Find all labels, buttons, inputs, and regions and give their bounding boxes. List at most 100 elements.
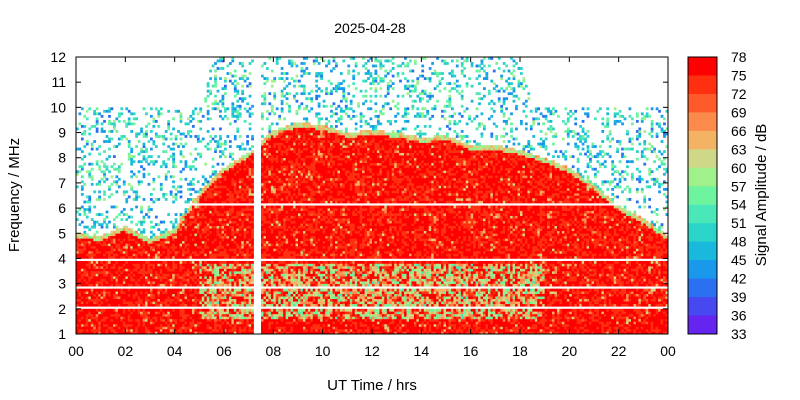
heatmap-cell: [185, 243, 188, 246]
heatmap-cell: [207, 261, 210, 264]
heatmap-cell: [143, 173, 146, 176]
heatmap-cell: [157, 291, 160, 294]
heatmap-cell: [130, 274, 133, 277]
heatmap-cell: [189, 321, 192, 324]
heatmap-cell: [167, 274, 170, 277]
heatmap-cell: [135, 274, 138, 277]
heatmap-cell: [281, 170, 284, 173]
heatmap-cell: [150, 289, 153, 292]
heatmap-cell: [145, 158, 148, 161]
heatmap-cell: [83, 276, 86, 279]
heatmap-cell: [130, 324, 133, 327]
heatmap-cell: [96, 160, 99, 163]
heatmap-cell: [172, 309, 175, 312]
heatmap-cell: [115, 299, 118, 302]
heatmap-cell: [249, 148, 252, 151]
heatmap-cell: [266, 316, 269, 319]
heatmap-cell: [226, 314, 229, 317]
heatmap-cell: [101, 319, 104, 322]
heatmap-cell: [209, 188, 212, 191]
heatmap-cell: [86, 284, 89, 287]
heatmap-cell: [148, 163, 151, 166]
heatmap-cell: [197, 246, 200, 249]
heatmap-cell: [273, 150, 276, 153]
heatmap-cell: [207, 279, 210, 282]
heatmap-cell: [197, 120, 200, 123]
heatmap-cell: [197, 206, 200, 209]
heatmap-cell: [155, 223, 158, 226]
heatmap-cell: [170, 311, 173, 314]
heatmap-cell: [111, 289, 114, 292]
heatmap-cell: [187, 201, 190, 204]
heatmap-cell: [236, 211, 239, 214]
heatmap-cell: [172, 251, 175, 254]
heatmap-cell: [165, 299, 168, 302]
heatmap-cell: [263, 228, 266, 231]
heatmap-cell: [187, 246, 190, 249]
heatmap-cell: [177, 284, 180, 287]
heatmap-cell: [222, 208, 225, 211]
heatmap-cell: [204, 291, 207, 294]
heatmap-cell: [133, 314, 136, 317]
heatmap-cell: [214, 221, 217, 224]
heatmap-cell: [217, 221, 220, 224]
heatmap-cell: [239, 170, 242, 173]
heatmap-cell: [140, 243, 143, 246]
heatmap-cell: [278, 143, 281, 146]
heatmap-cell: [128, 238, 131, 241]
heatmap-cell: [165, 266, 168, 269]
heatmap-cell: [93, 251, 96, 254]
heatmap-cell: [98, 301, 101, 304]
heatmap-cell: [271, 145, 274, 148]
heatmap-cell: [128, 261, 131, 264]
heatmap-cell: [222, 294, 225, 297]
heatmap-cell: [185, 213, 188, 216]
heatmap-cell: [229, 316, 232, 319]
heatmap-cell: [217, 248, 220, 251]
heatmap-cell: [263, 138, 266, 141]
heatmap-cell: [276, 238, 279, 241]
heatmap-cell: [204, 180, 207, 183]
heatmap-cell: [271, 110, 274, 113]
heatmap-cell: [231, 223, 234, 226]
heatmap-cell: [207, 253, 210, 256]
heatmap-cell: [130, 284, 133, 287]
heatmap-cell: [86, 266, 89, 269]
heatmap-cell: [283, 211, 286, 214]
heatmap-cell: [155, 107, 158, 110]
heatmap-cell: [226, 175, 229, 178]
heatmap-cell: [219, 196, 222, 199]
heatmap-cell: [234, 274, 237, 277]
heatmap-cell: [167, 145, 170, 148]
heatmap-cell: [165, 261, 168, 264]
heatmap-cell: [214, 85, 217, 88]
heatmap-cell: [276, 316, 279, 319]
heatmap-cell: [140, 130, 143, 133]
heatmap-cell: [286, 314, 289, 317]
heatmap-cell: [229, 291, 232, 294]
heatmap-cell: [93, 226, 96, 229]
heatmap-cell: [175, 135, 178, 138]
heatmap-cell: [219, 274, 222, 277]
heatmap-cell: [214, 238, 217, 241]
heatmap-cell: [249, 115, 252, 118]
heatmap-cell: [135, 281, 138, 284]
heatmap-cell: [187, 133, 190, 136]
heatmap-cell: [199, 226, 202, 229]
heatmap-cell: [199, 326, 202, 329]
heatmap-cell: [251, 168, 254, 171]
heatmap-cell: [182, 309, 185, 312]
heatmap-cell: [189, 206, 192, 209]
heatmap-cell: [261, 296, 264, 299]
heatmap-cell: [273, 321, 276, 324]
heatmap-cell: [278, 321, 281, 324]
heatmap-cell: [115, 314, 118, 317]
heatmap-cell: [157, 284, 160, 287]
heatmap-cell: [268, 175, 271, 178]
heatmap-cell: [249, 211, 252, 214]
heatmap-cell: [91, 163, 94, 166]
heatmap-cell: [234, 226, 237, 229]
heatmap-cell: [219, 256, 222, 259]
heatmap-cell: [278, 248, 281, 251]
heatmap-cell: [214, 263, 217, 266]
